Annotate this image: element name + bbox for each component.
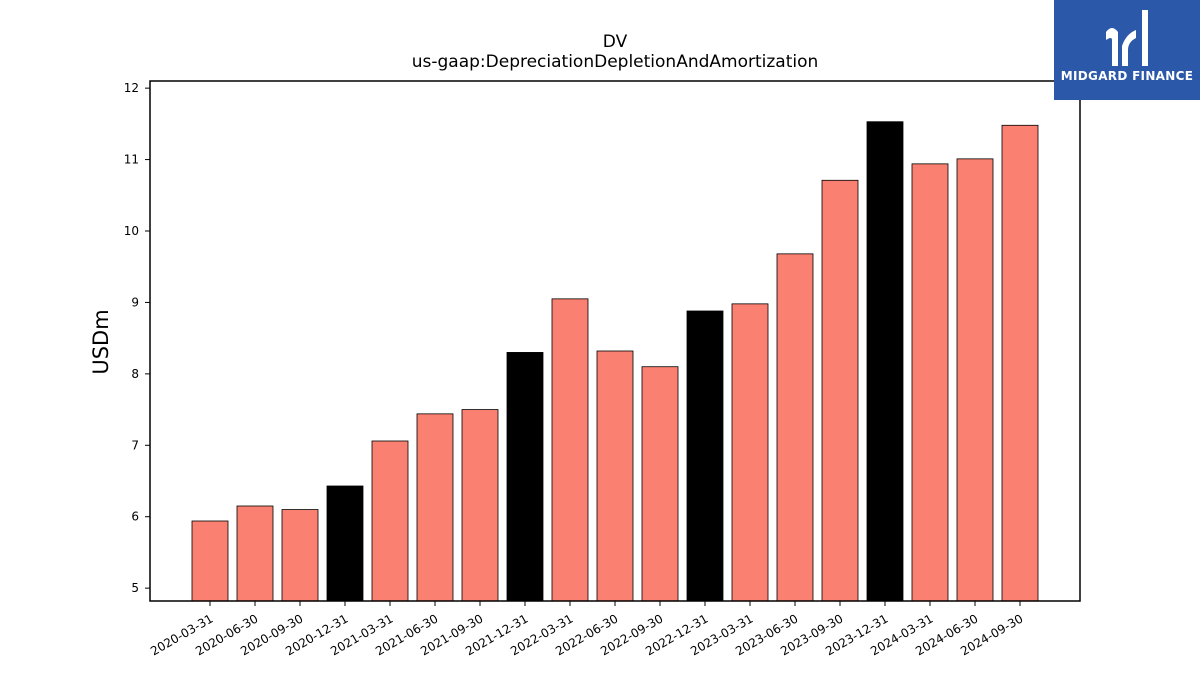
bar	[641, 366, 679, 602]
bar	[371, 440, 409, 602]
bar	[1001, 124, 1039, 602]
chart-title-text: DV	[602, 32, 628, 52]
y-tick-label: 10	[124, 224, 139, 238]
bar	[191, 520, 229, 602]
bar	[506, 352, 544, 602]
bar	[416, 413, 454, 602]
bar	[461, 409, 499, 602]
bar	[551, 298, 589, 602]
brand-logo: MIDGARD FINANCE	[1054, 0, 1200, 100]
y-tick-label: 12	[124, 81, 139, 95]
midgard-logo-icon	[1106, 10, 1148, 66]
bar	[686, 310, 724, 602]
bar	[326, 485, 364, 602]
y-tick-label: 8	[131, 367, 139, 381]
bar	[866, 121, 904, 602]
y-tick-label: 11	[124, 153, 139, 167]
chart-subtitle-text: us-gaap:DepreciationDepletionAndAmortiza…	[411, 52, 819, 72]
bar	[956, 158, 994, 602]
bar	[911, 163, 949, 602]
bars-group	[191, 121, 1039, 602]
bar	[236, 505, 274, 602]
y-tick-label: 5	[131, 581, 139, 595]
y-tick-label: 6	[131, 510, 139, 524]
bar	[821, 179, 859, 602]
bar	[281, 509, 319, 602]
bar	[731, 303, 769, 602]
bar	[776, 253, 814, 602]
bar	[596, 350, 634, 602]
x-axis: 2020-03-312020-06-302020-09-302020-12-31…	[148, 601, 1026, 658]
y-axis: 5 6 7 8 9 10 11 12	[124, 81, 150, 595]
y-tick-label: 7	[131, 438, 139, 452]
brand-name: MIDGARD FINANCE	[1060, 69, 1194, 83]
y-tick-label: 9	[131, 295, 139, 309]
